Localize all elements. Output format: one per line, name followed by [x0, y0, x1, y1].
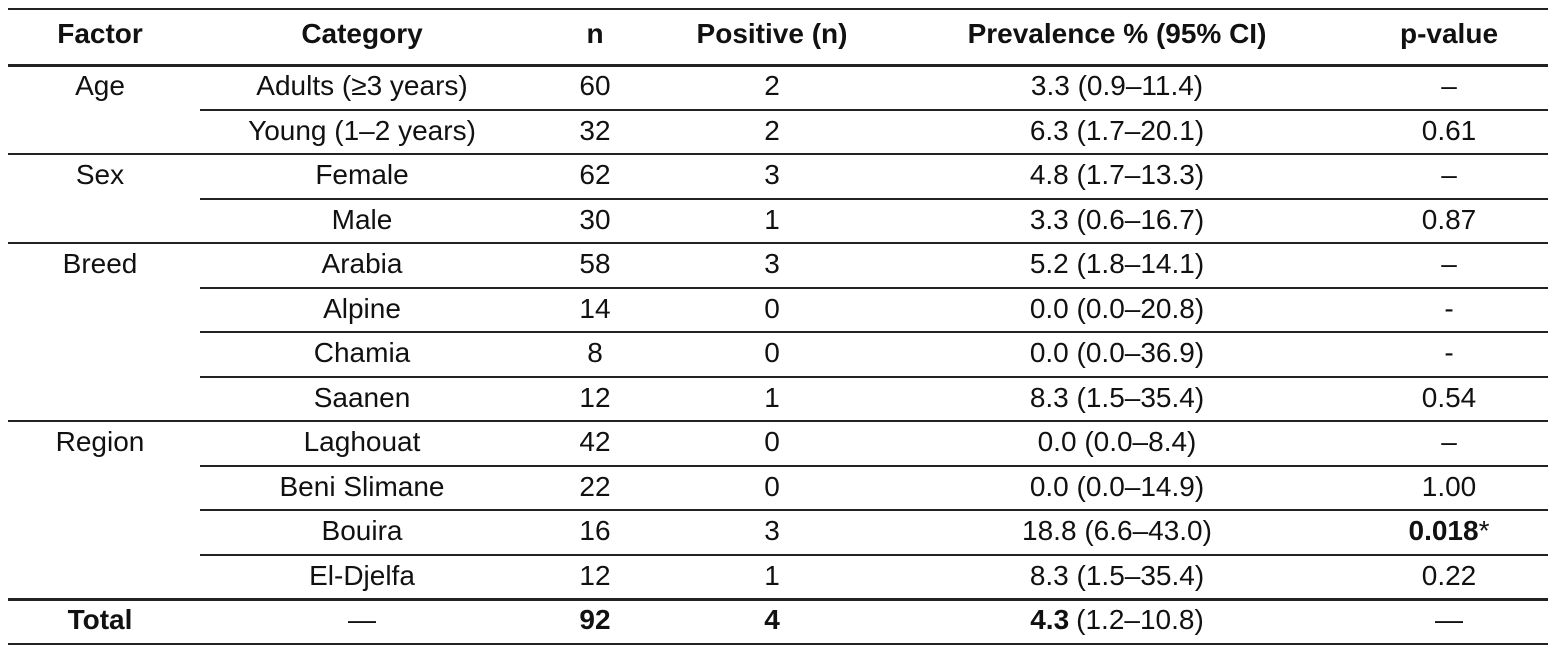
factor-cell: Breed — [62, 248, 138, 279]
header-cell: Prevalence % (95% CI) — [967, 18, 1267, 49]
data-cell: 0.0 (0.0–8.4) — [1037, 426, 1197, 457]
data-cell: Bouira — [321, 515, 403, 546]
data-cell: – — [1441, 70, 1457, 101]
data-cell: 58 — [579, 248, 611, 279]
data-cell: 0.61 — [1421, 114, 1477, 146]
header-cell: Factor — [57, 18, 143, 49]
data-cell: 6.3 (1.7–20.1) — [1029, 114, 1205, 146]
data-cell: 14 — [579, 292, 611, 324]
data-cell: 0.54 — [1421, 381, 1477, 413]
data-cell: Young (1–2 years) — [248, 114, 476, 146]
data-cell: 12 — [579, 381, 611, 413]
data-cell: 12 — [579, 559, 611, 591]
data-cell: 4.8 (1.7–13.3) — [1029, 159, 1205, 190]
data-cell: 0.0 (0.0–14.9) — [1029, 470, 1205, 502]
data-cell: 1.00 — [1421, 470, 1477, 502]
cell-part: (1.2–10.8) — [1076, 604, 1204, 635]
rule — [200, 286, 1548, 289]
data-cell: El-Djelfa — [309, 559, 415, 591]
data-cell: 0 — [764, 337, 780, 368]
rule — [8, 242, 1548, 244]
data-cell: 1 — [764, 203, 780, 235]
data-cell: 30 — [579, 203, 611, 235]
data-cell: 0 — [764, 426, 780, 457]
data-cell: 0.0 (0.0–20.8) — [1029, 292, 1205, 324]
total-cell: — — [348, 604, 376, 635]
data-cell: 16 — [579, 515, 611, 546]
data-cell: 3.3 (0.9–11.4) — [1030, 70, 1204, 101]
header-cell: p-value — [1399, 18, 1499, 49]
data-cell: Alpine — [323, 292, 401, 324]
data-cell: 18.8 (6.6–43.0) — [1022, 515, 1212, 546]
data-cell: 0.0 (0.0–36.9) — [1029, 337, 1205, 368]
data-cell: 32 — [579, 114, 611, 146]
data-cell: 2 — [764, 70, 780, 101]
rule — [200, 509, 1548, 511]
factor-cell: Sex — [75, 159, 125, 190]
data-cell: 3 — [764, 515, 780, 546]
data-cell: Adults (≥3 years) — [256, 70, 468, 101]
data-cell: Female — [315, 159, 409, 190]
header-cell: Positive (n) — [696, 18, 848, 49]
data-cell: 42 — [579, 426, 611, 457]
data-cell: Laghouat — [303, 426, 421, 457]
rule — [8, 642, 1548, 645]
data-cell: 0.22 — [1421, 559, 1477, 591]
rule — [200, 553, 1548, 556]
rule — [8, 153, 1548, 155]
data-cell: Beni Slimane — [279, 470, 445, 502]
data-cell: - — [1444, 337, 1454, 368]
data-cell: 2 — [764, 114, 780, 146]
data-cell: 3 — [764, 248, 780, 279]
data-cell: 8 — [587, 337, 603, 368]
data-cell: 1 — [764, 381, 780, 413]
rule — [200, 464, 1548, 467]
data-cell: Chamia — [313, 337, 411, 368]
data-cell: – — [1441, 426, 1457, 457]
cell-part: 4.3 — [1030, 604, 1070, 635]
rule — [200, 108, 1548, 111]
cell-part: * — [1478, 515, 1490, 546]
factor-cell: Region — [55, 426, 145, 457]
data-cell: 8.3 (1.5–35.4) — [1029, 381, 1205, 413]
data-cell: 0.018* — [1409, 509, 1490, 553]
rule — [200, 197, 1548, 200]
data-cell: - — [1444, 292, 1454, 324]
rule — [8, 8, 1548, 10]
data-cell: 62 — [579, 159, 611, 190]
data-cell: 0 — [764, 292, 780, 324]
total-factor: Total — [67, 604, 133, 635]
rule — [200, 331, 1548, 333]
data-cell: 0.87 — [1421, 203, 1477, 235]
cell-part: 0.018 — [1408, 515, 1479, 546]
total-cell: — — [1435, 604, 1463, 635]
data-cell: – — [1441, 159, 1457, 190]
header-cell: n — [586, 18, 604, 49]
total-cell: 92 — [579, 604, 611, 635]
data-cell: 60 — [579, 70, 611, 101]
total-cell: 4.3 (1.2–10.8) — [1030, 598, 1204, 642]
data-cell: 3.3 (0.6–16.7) — [1029, 203, 1205, 235]
data-cell: 5.2 (1.8–14.1) — [1029, 248, 1205, 279]
rule — [8, 598, 1548, 601]
data-cell: – — [1441, 248, 1457, 279]
header-cell: Category — [301, 18, 423, 49]
factor-cell: Age — [75, 70, 125, 101]
data-cell: Arabia — [321, 248, 403, 279]
data-cell: Saanen — [313, 381, 411, 413]
rule — [8, 64, 1548, 67]
data-cell: 22 — [579, 470, 611, 502]
rule — [200, 375, 1548, 378]
data-cell: 3 — [764, 159, 780, 190]
total-cell: 4 — [764, 604, 780, 635]
data-cell: 8.3 (1.5–35.4) — [1029, 559, 1205, 591]
data-cell: 0 — [764, 470, 780, 502]
data-cell: Male — [331, 203, 393, 235]
data-cell: 1 — [764, 559, 780, 591]
rule — [8, 420, 1548, 422]
